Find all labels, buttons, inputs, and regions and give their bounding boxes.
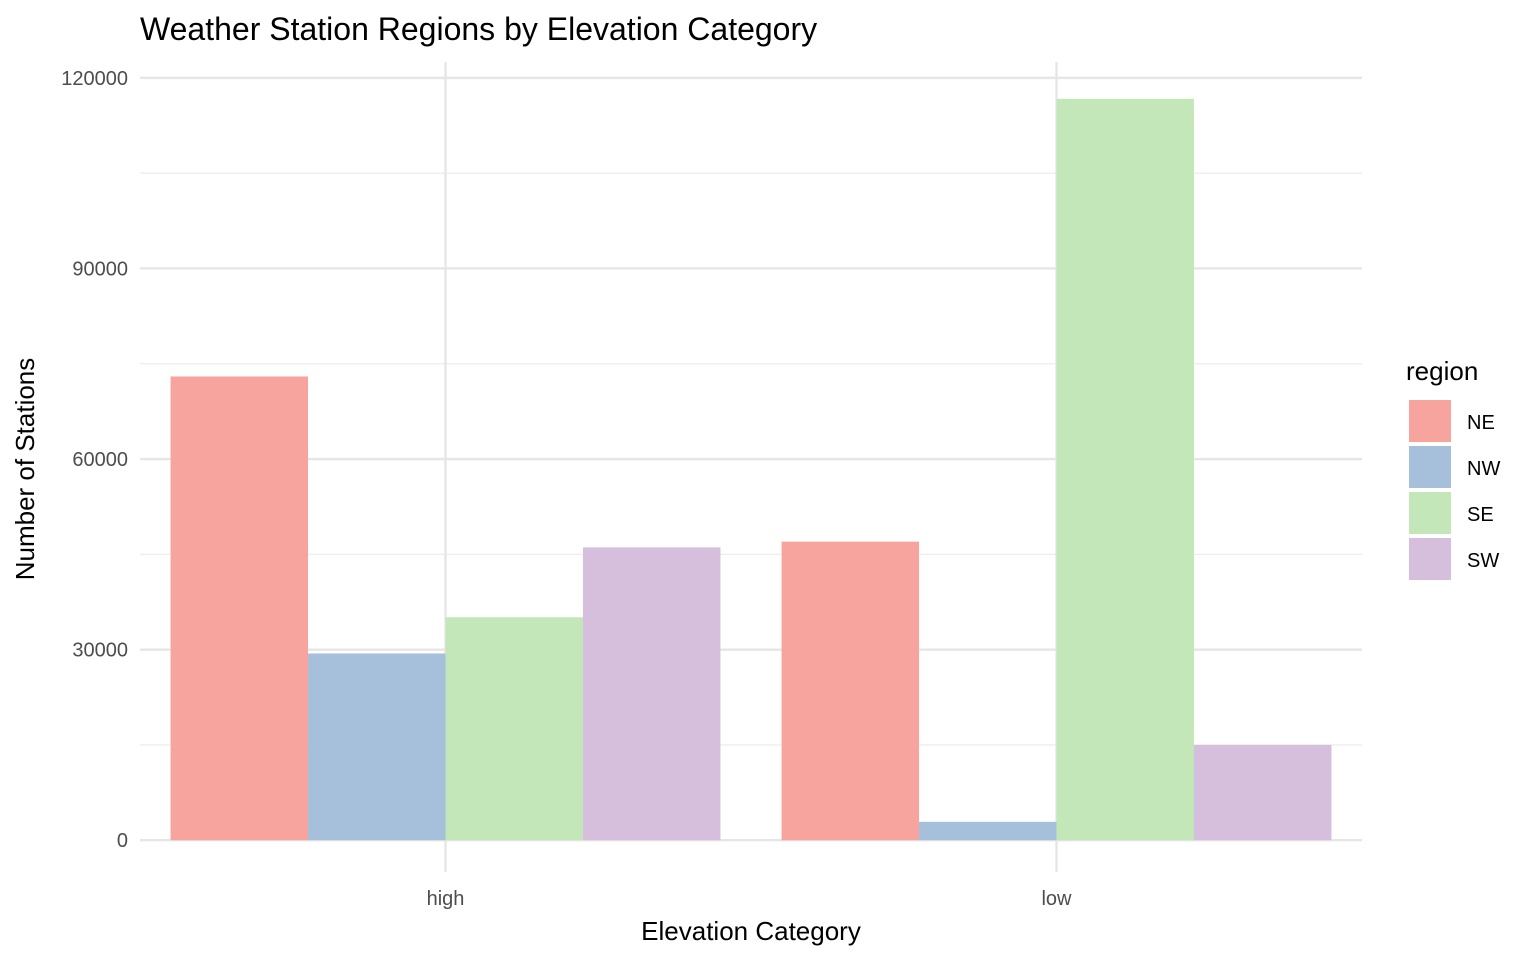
x-tick-label: high — [427, 888, 465, 910]
bar-sw-low — [1193, 744, 1332, 841]
bar-nw-high — [308, 653, 446, 841]
legend-items: NE NW SE SW — [1409, 400, 1500, 580]
y-tick-label: 120000 — [61, 68, 128, 90]
y-axis-title: Number of Stations — [10, 358, 40, 581]
bars — [170, 98, 1332, 841]
y-tick-label: 30000 — [72, 640, 128, 662]
y-tick-label: 60000 — [72, 449, 128, 471]
legend: region NE NW SE SW — [1406, 356, 1500, 580]
x-axis-title: Elevation Category — [641, 916, 861, 946]
legend-label-nw: NW — [1467, 458, 1500, 480]
x-tick-label: low — [1041, 888, 1072, 910]
legend-swatch-sw — [1409, 538, 1451, 580]
bar-se-low — [1056, 98, 1194, 841]
legend-label-ne: NE — [1467, 412, 1495, 434]
y-tick-label: 0 — [117, 830, 128, 852]
chart-title: Weather Station Regions by Elevation Cat… — [140, 11, 817, 47]
legend-title: region — [1406, 356, 1478, 386]
legend-swatch-se — [1409, 492, 1451, 534]
y-tick-label: 90000 — [72, 258, 128, 280]
legend-swatch-ne — [1409, 400, 1451, 442]
legend-swatch-nw — [1409, 446, 1451, 488]
bar-ne-low — [781, 541, 920, 841]
y-axis-ticks: 0 30000 60000 90000 120000 — [61, 68, 128, 852]
bar-se-high — [445, 617, 583, 841]
legend-label-se: SE — [1467, 504, 1494, 526]
x-axis-ticks: high low — [427, 888, 1072, 910]
legend-label-sw: SW — [1467, 550, 1499, 572]
bar-sw-high — [582, 547, 721, 841]
bar-nw-low — [919, 821, 1057, 841]
bar-ne-high — [170, 376, 309, 841]
